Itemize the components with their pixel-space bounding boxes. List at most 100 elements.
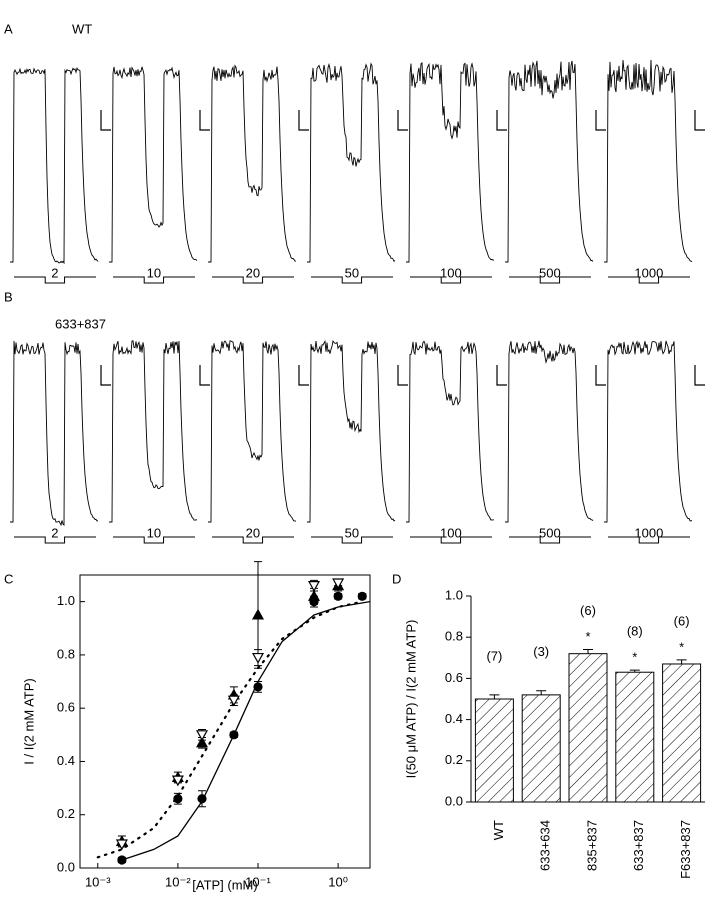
current-trace bbox=[208, 64, 297, 263]
error-cap bbox=[254, 649, 263, 667]
concentration-label: 50 bbox=[345, 525, 359, 540]
error-bar bbox=[489, 694, 500, 699]
panel-title: WT bbox=[72, 21, 92, 36]
panel-label: A bbox=[4, 21, 13, 36]
scale-bar bbox=[199, 110, 210, 131]
bar bbox=[568, 653, 608, 803]
current-trace bbox=[307, 339, 396, 523]
scale-bar bbox=[397, 365, 408, 386]
n-label: (3) bbox=[533, 644, 549, 659]
protocol-line bbox=[509, 536, 591, 544]
data-point bbox=[227, 695, 240, 707]
current-trace bbox=[505, 340, 594, 523]
panel-title: 633+837 bbox=[55, 316, 106, 331]
y-tick-label: 0.4 bbox=[57, 753, 75, 768]
error-bar bbox=[629, 669, 640, 673]
x-tick-label: 10⁰ bbox=[328, 874, 348, 889]
x-tick-label: F633+837 bbox=[678, 820, 693, 879]
x-tick-label: 10⁻¹ bbox=[245, 874, 271, 889]
concentration-label: 20 bbox=[246, 525, 260, 540]
data-point bbox=[173, 794, 183, 804]
n-label: (8) bbox=[627, 624, 643, 639]
error-bar bbox=[583, 649, 593, 654]
x-axis-label: [ATP] (mM) bbox=[192, 877, 257, 892]
scale-bar bbox=[694, 365, 705, 386]
data-point bbox=[195, 736, 209, 748]
protocol-line bbox=[311, 536, 393, 544]
y-tick-label: 0.2 bbox=[57, 806, 75, 821]
y-axis-label: I / I(2 mM ATP) bbox=[21, 678, 36, 764]
y-tick-label: 0.0 bbox=[57, 859, 75, 874]
error-cap bbox=[254, 561, 263, 669]
y-tick-label: 0.6 bbox=[445, 670, 463, 685]
bar bbox=[615, 671, 655, 803]
panel-label: B bbox=[4, 289, 13, 304]
y-axis-label: I(50 μM ATP) / I(2 mM ATP) bbox=[403, 620, 418, 779]
data-point bbox=[115, 839, 128, 851]
scale-bar bbox=[298, 110, 309, 131]
protocol-line bbox=[212, 276, 294, 284]
fit-curve bbox=[121, 600, 371, 861]
current-trace bbox=[10, 67, 99, 265]
data-point bbox=[333, 591, 343, 601]
current-trace bbox=[109, 66, 198, 263]
scale-bar bbox=[100, 365, 111, 386]
protocol-line bbox=[608, 536, 690, 544]
concentration-label: 10 bbox=[147, 265, 161, 280]
data-point bbox=[251, 652, 265, 664]
protocol-line bbox=[410, 536, 492, 544]
concentration-label: 2 bbox=[51, 265, 58, 280]
fit-curve bbox=[96, 600, 364, 859]
concentration-label: 1000 bbox=[634, 265, 663, 280]
concentration-label: 10 bbox=[147, 525, 161, 540]
concentration-label: 20 bbox=[246, 265, 260, 280]
scale-bar bbox=[496, 365, 507, 386]
concentration-label: 500 bbox=[539, 265, 561, 280]
significance-mark: * bbox=[632, 650, 637, 665]
x-tick-label: 10⁻³ bbox=[85, 874, 111, 889]
concentration-label: 1000 bbox=[634, 525, 663, 540]
y-tick-label: 0.8 bbox=[57, 646, 75, 661]
bar bbox=[521, 694, 561, 803]
panel-label: C bbox=[4, 571, 13, 586]
data-point bbox=[307, 581, 321, 592]
scale-bar bbox=[199, 365, 210, 386]
current-trace bbox=[307, 62, 396, 263]
current-trace bbox=[406, 61, 495, 263]
current-trace bbox=[208, 340, 296, 523]
protocol-line bbox=[212, 536, 294, 544]
concentration-label: 50 bbox=[345, 265, 359, 280]
concentration-label: 500 bbox=[539, 525, 561, 540]
protocol-line bbox=[113, 536, 195, 544]
y-tick-label: 1.0 bbox=[57, 593, 75, 608]
protocol-line bbox=[14, 536, 96, 544]
y-tick-label: 0.0 bbox=[445, 793, 463, 808]
error-cap bbox=[254, 681, 263, 693]
concentration-label: 100 bbox=[440, 265, 462, 280]
x-tick-label: 633+634 bbox=[538, 820, 553, 871]
data-point bbox=[197, 794, 207, 804]
y-tick-label: 0.8 bbox=[445, 629, 463, 644]
data-point bbox=[117, 855, 127, 865]
data-point bbox=[332, 578, 345, 590]
x-tick-label: 633+837 bbox=[631, 820, 646, 871]
plot-frame bbox=[79, 574, 371, 869]
bar bbox=[474, 698, 514, 803]
protocol-line bbox=[410, 276, 492, 284]
data-point bbox=[251, 608, 265, 620]
current-trace bbox=[10, 340, 99, 527]
n-label: (7) bbox=[486, 648, 502, 663]
data-point bbox=[307, 590, 321, 601]
scale-bar bbox=[100, 110, 111, 131]
bar bbox=[662, 663, 702, 803]
current-trace bbox=[604, 59, 693, 263]
protocol-line bbox=[608, 276, 690, 284]
data-point bbox=[253, 682, 263, 692]
protocol-line bbox=[113, 276, 195, 284]
scale-bar bbox=[595, 365, 606, 386]
scale-bar bbox=[496, 110, 507, 131]
y-tick-label: 0.6 bbox=[57, 700, 75, 715]
current-trace bbox=[109, 340, 198, 523]
current-trace bbox=[406, 340, 495, 523]
